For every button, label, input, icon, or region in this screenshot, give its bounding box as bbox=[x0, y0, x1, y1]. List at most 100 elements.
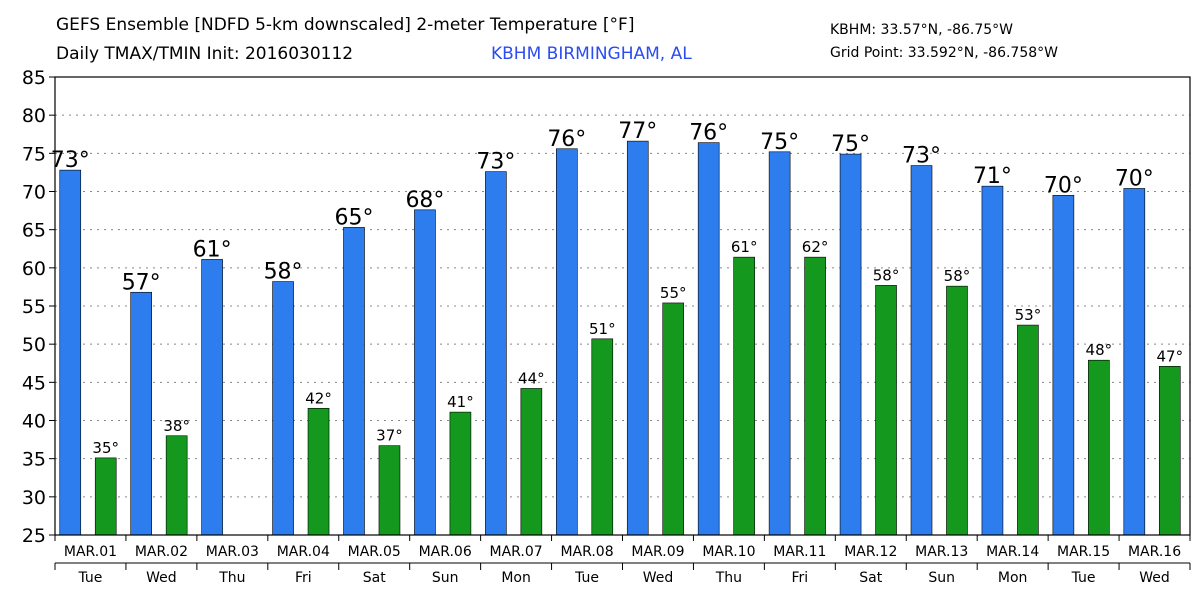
tmin-value-label: 48° bbox=[1086, 341, 1113, 359]
date-label: MAR.10 bbox=[702, 544, 755, 560]
y-tick-label: 35 bbox=[22, 449, 46, 471]
tmax-value-label: 75° bbox=[760, 130, 799, 155]
tmin-value-label: 58° bbox=[944, 267, 971, 285]
tmax-bar bbox=[626, 140, 649, 536]
y-tick-label: 75 bbox=[22, 143, 46, 165]
tmax-bar bbox=[59, 169, 82, 536]
date-label: MAR.13 bbox=[915, 544, 968, 560]
tmin-value-label: 62° bbox=[802, 238, 829, 256]
weekday-label: Tue bbox=[1071, 570, 1096, 586]
tmax-value-label: 73° bbox=[476, 150, 515, 175]
tmax-value-label: 76° bbox=[689, 121, 728, 146]
weekday-label: Fri bbox=[792, 570, 809, 586]
tmin-bar bbox=[94, 457, 117, 536]
tmin-value-label: 37° bbox=[376, 427, 403, 445]
tmin-bar bbox=[804, 256, 826, 536]
weekday-label: Fri bbox=[295, 570, 312, 586]
weekday-label: Mon bbox=[501, 570, 531, 586]
y-tick-label: 60 bbox=[22, 258, 46, 280]
y-tick-label: 85 bbox=[22, 67, 46, 89]
y-tick-label: 55 bbox=[22, 296, 46, 318]
tmax-bar bbox=[981, 185, 1004, 536]
tmin-bar bbox=[378, 445, 401, 536]
date-label: MAR.06 bbox=[419, 544, 472, 560]
weekday-label: Sun bbox=[432, 570, 459, 586]
y-tick-label: 70 bbox=[22, 182, 46, 204]
tmin-value-label: 47° bbox=[1156, 347, 1183, 365]
grid-point-coordinates: Grid Point: 33.592°N, -86.758°W bbox=[830, 45, 1058, 61]
station-coordinates: KBHM: 33.57°N, -86.75°W bbox=[830, 22, 1013, 38]
y-tick-label: 25 bbox=[22, 525, 46, 547]
tmax-value-label: 70° bbox=[1044, 173, 1083, 198]
tmin-value-label: 42° bbox=[305, 389, 332, 407]
tmax-value-label: 76° bbox=[547, 127, 586, 152]
date-label: MAR.08 bbox=[560, 544, 613, 560]
tmax-bar bbox=[201, 259, 223, 536]
tmax-bar bbox=[839, 153, 862, 536]
date-label: MAR.12 bbox=[844, 544, 897, 560]
date-label: MAR.01 bbox=[64, 544, 117, 560]
date-label: MAR.16 bbox=[1128, 544, 1181, 560]
tmin-bar bbox=[307, 407, 330, 536]
tmax-bar bbox=[768, 151, 791, 536]
date-label: MAR.09 bbox=[631, 544, 684, 560]
tmax-value-label: 65° bbox=[335, 205, 374, 230]
tmin-bar bbox=[1088, 359, 1110, 536]
chart-subtitle: Daily TMAX/TMIN Init: 2016030112 bbox=[56, 44, 354, 64]
y-tick-label: 50 bbox=[22, 334, 46, 356]
tmin-value-label: 38° bbox=[163, 417, 190, 435]
weekday-label: Tue bbox=[574, 570, 599, 586]
tmax-value-label: 73° bbox=[902, 144, 941, 169]
tmax-value-label: 73° bbox=[51, 148, 90, 173]
tmin-value-label: 61° bbox=[731, 238, 758, 256]
tmin-value-label: 35° bbox=[92, 439, 119, 457]
tmax-bar bbox=[343, 227, 365, 536]
tmax-bar bbox=[1123, 188, 1146, 536]
tmax-bar bbox=[130, 291, 152, 536]
y-tick-label: 80 bbox=[22, 105, 46, 127]
y-tick-label: 45 bbox=[22, 372, 46, 394]
tmin-value-label: 44° bbox=[518, 369, 545, 387]
tmax-bar bbox=[556, 148, 578, 536]
tmin-value-label: 53° bbox=[1015, 306, 1042, 324]
tmax-value-label: 70° bbox=[1115, 166, 1154, 191]
tmin-bar bbox=[1017, 324, 1039, 536]
tmin-bar bbox=[520, 388, 543, 536]
y-tick-label: 65 bbox=[22, 220, 46, 242]
tmin-bar bbox=[1158, 366, 1181, 536]
y-tick-label: 40 bbox=[22, 411, 46, 433]
weekday-label: Wed bbox=[643, 570, 674, 586]
weekday-label: Wed bbox=[146, 570, 177, 586]
date-label: MAR.15 bbox=[1057, 544, 1110, 560]
tmax-bar bbox=[414, 209, 436, 536]
weekday-label: Wed bbox=[1139, 570, 1170, 586]
tmax-bar bbox=[485, 171, 507, 536]
chart-title: GEFS Ensemble [NDFD 5-km downscaled] 2-m… bbox=[56, 15, 635, 35]
tmin-value-label: 51° bbox=[589, 320, 616, 338]
tmax-bar bbox=[697, 142, 720, 536]
weekday-label: Sun bbox=[928, 570, 955, 586]
tmin-value-label: 41° bbox=[447, 393, 474, 411]
station-name: KBHM BIRMINGHAM, AL bbox=[491, 44, 692, 64]
tmin-bar bbox=[662, 302, 685, 536]
tmax-bar bbox=[272, 281, 294, 536]
tmin-value-label: 58° bbox=[873, 266, 900, 284]
date-label: MAR.05 bbox=[348, 544, 401, 560]
tmax-value-label: 61° bbox=[193, 237, 232, 262]
weekday-label: Sat bbox=[859, 570, 882, 586]
date-label: MAR.02 bbox=[135, 544, 188, 560]
tmin-bar bbox=[946, 285, 968, 536]
date-label: MAR.07 bbox=[490, 544, 543, 560]
date-label: MAR.04 bbox=[277, 544, 330, 560]
tmax-value-label: 68° bbox=[405, 188, 444, 213]
y-tick-label: 30 bbox=[22, 487, 46, 509]
tmax-value-label: 57° bbox=[122, 270, 161, 295]
weekday-label: Thu bbox=[218, 570, 245, 586]
weekday-label: Tue bbox=[78, 570, 103, 586]
weekday-label: Mon bbox=[998, 570, 1028, 586]
tmax-value-label: 77° bbox=[618, 119, 657, 144]
date-label: MAR.03 bbox=[206, 544, 259, 560]
tmin-bar bbox=[875, 285, 897, 536]
date-label: MAR.14 bbox=[986, 544, 1039, 560]
